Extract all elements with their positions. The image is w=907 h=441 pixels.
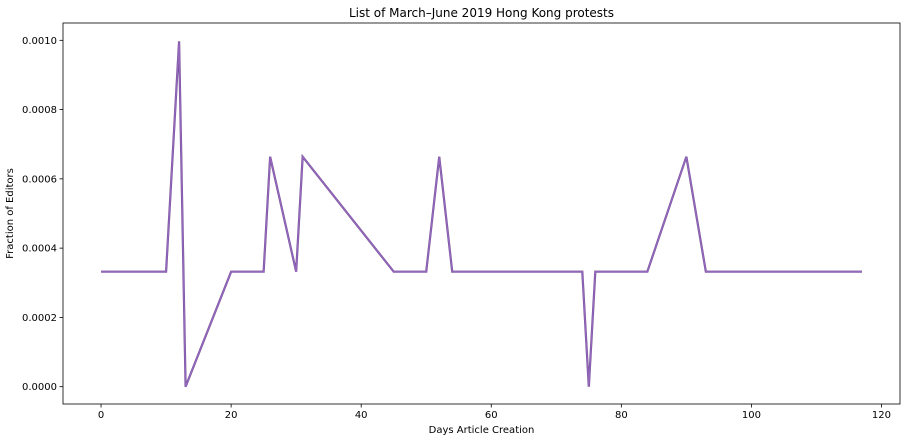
- x-tick-label: 100: [742, 410, 761, 421]
- series-line: [101, 41, 862, 387]
- plot-frame: [62, 22, 901, 405]
- y-axis: 0.0000 0.0002 0.0004 0.0006 0.0008 0.0010: [22, 36, 63, 393]
- x-axis: 0 20 40 60 80 100 120: [98, 404, 891, 421]
- x-tick-label: 120: [872, 410, 891, 421]
- y-tick-label: 0.0000: [22, 382, 57, 393]
- y-tick-label: 0.0002: [22, 313, 57, 324]
- y-tick-label: 0.0006: [22, 174, 57, 185]
- x-tick-label: 20: [225, 410, 238, 421]
- y-axis-label: Fraction of Editors: [5, 168, 16, 259]
- x-tick-label: 0: [98, 410, 104, 421]
- y-tick-label: 0.0004: [22, 244, 57, 255]
- series-line-shadow: [101, 41, 862, 388]
- y-tick-label: 0.0008: [22, 105, 57, 116]
- y-tick-label: 0.0010: [22, 36, 57, 47]
- x-tick-label: 80: [615, 410, 628, 421]
- x-tick-label: 60: [485, 410, 498, 421]
- x-axis-label: Days Article Creation: [429, 425, 535, 436]
- chart-title: List of March–June 2019 Hong Kong protes…: [349, 6, 614, 20]
- x-tick-label: 40: [355, 410, 368, 421]
- series-group: [101, 41, 862, 388]
